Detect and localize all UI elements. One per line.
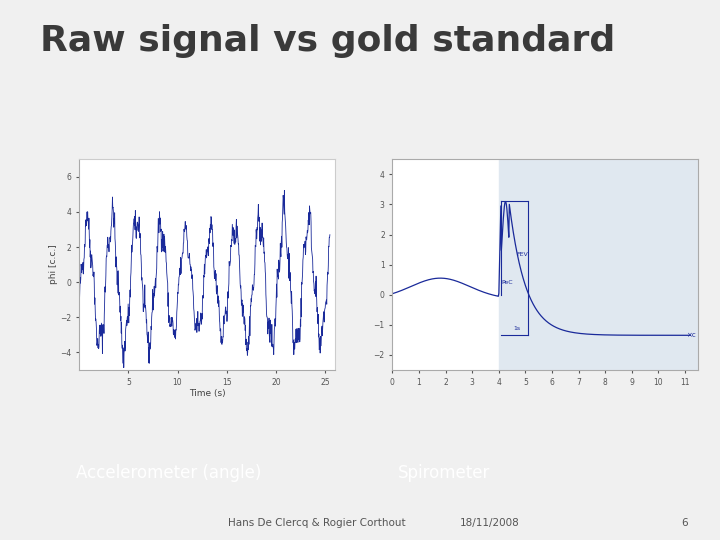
Text: 6: 6	[681, 518, 688, 528]
Text: 18/11/2008: 18/11/2008	[460, 518, 519, 528]
Text: Accelerometer (angle): Accelerometer (angle)	[76, 463, 261, 482]
Y-axis label: phi [c.c.]: phi [c.c.]	[48, 245, 58, 285]
Text: Raw signal vs gold standard: Raw signal vs gold standard	[40, 24, 615, 58]
X-axis label: Time (s): Time (s)	[189, 389, 225, 399]
Bar	[499, 159, 698, 370]
Text: PeC: PeC	[502, 280, 513, 285]
Text: 1s: 1s	[513, 326, 521, 331]
Text: Spirometer: Spirometer	[397, 463, 490, 482]
Text: ×c: ×c	[686, 333, 696, 339]
Text: Hans De Clercq & Rogier Corthout: Hans De Clercq & Rogier Corthout	[228, 518, 405, 528]
Text: FEV: FEV	[516, 252, 528, 256]
